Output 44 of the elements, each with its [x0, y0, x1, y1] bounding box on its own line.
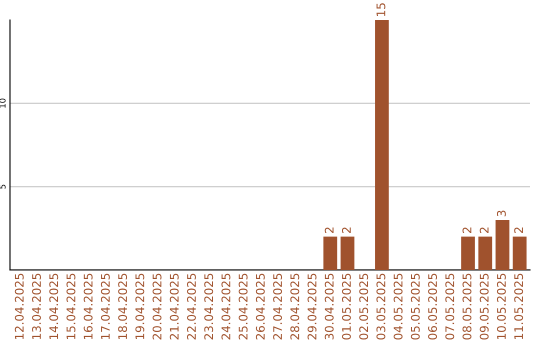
data-label: 2: [514, 228, 523, 233]
x-tick-label: 21.04.2025: [170, 274, 179, 340]
x-tick-label: 10.05.2025: [496, 274, 506, 340]
x-tick-label: 30.04.2025: [324, 274, 334, 340]
data-label: 2: [462, 228, 472, 233]
x-tick-label: 29.04.2025: [308, 274, 316, 340]
bar: [323, 236, 338, 270]
x-tick-label: 22.04.2025: [187, 274, 196, 340]
bar: [375, 20, 389, 270]
x-tick-label: 06.05.2025: [428, 274, 438, 340]
x-tick-label: 11.05.2025: [514, 274, 524, 340]
x-tick-label: 28.04.2025: [290, 274, 300, 340]
x-tick-label: 05.05.2025: [410, 274, 420, 340]
x-tick-label: 20.04.2025: [152, 274, 162, 340]
bar: [496, 220, 510, 270]
x-tick-label: 15.04.2025: [66, 274, 76, 340]
data-label: 2: [324, 228, 334, 233]
x-tick-label: 13.04.2025: [32, 274, 41, 340]
bar: [478, 236, 492, 270]
x-tick-label: 26.04.2025: [256, 274, 265, 340]
x-tick-label: 16.04.2025: [84, 274, 93, 340]
x-tick-label: 17.04.2025: [100, 274, 110, 340]
x-tick-label: 18.04.2025: [118, 274, 128, 340]
x-tick-label: 19.04.2025: [135, 274, 144, 340]
x-tick-label: 14.04.2025: [49, 274, 58, 340]
x-tick-label: 25.04.2025: [238, 274, 248, 340]
bar: [512, 236, 527, 270]
x-tick-label: 12.04.2025: [14, 274, 24, 340]
data-label: 2: [480, 228, 488, 233]
bar: [340, 236, 354, 270]
x-tick-label: 09.05.2025: [480, 274, 489, 340]
data-label: 15: [376, 3, 386, 16]
data-label: 2: [342, 228, 351, 233]
x-tick-label: 23.04.2025: [204, 274, 214, 340]
x-tick-label: 07.05.2025: [445, 274, 454, 340]
x-tick-label: 02.05.2025: [359, 274, 368, 340]
x-tick-label: 04.05.2025: [394, 274, 403, 340]
x-tick-label: 27.04.2025: [273, 274, 282, 340]
bar: [461, 236, 475, 270]
x-tick-label: 08.05.2025: [462, 274, 472, 340]
x-tick-label: 24.04.2025: [221, 274, 230, 340]
x-tick-label: 01.05.2025: [342, 274, 351, 340]
x-tick-label: 03.05.2025: [376, 274, 386, 340]
data-label: 3: [496, 210, 506, 216]
